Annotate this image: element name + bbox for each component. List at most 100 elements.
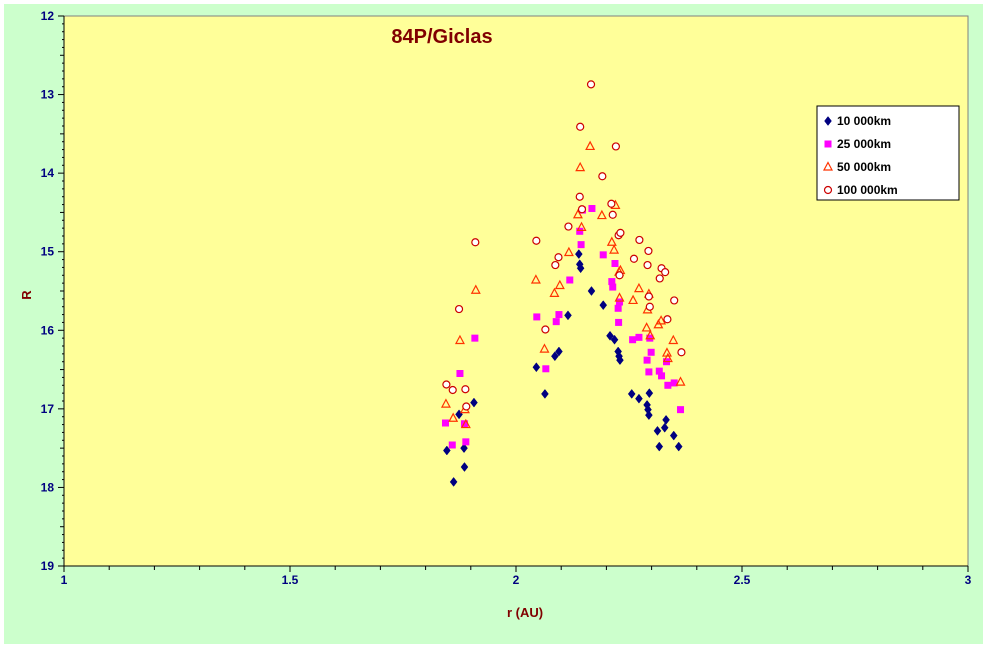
data-points bbox=[440, 80, 686, 487]
data-point bbox=[596, 209, 607, 220]
data-point bbox=[662, 352, 673, 363]
x-tick-label: 2 bbox=[513, 573, 520, 587]
data-point bbox=[575, 161, 586, 172]
data-point bbox=[441, 419, 449, 427]
data-point bbox=[533, 313, 541, 321]
data-point bbox=[549, 287, 560, 297]
data-point bbox=[607, 199, 616, 208]
series-diamond bbox=[443, 249, 683, 487]
data-point bbox=[647, 348, 655, 356]
data-point bbox=[572, 209, 583, 219]
data-point bbox=[635, 333, 643, 341]
data-point bbox=[608, 210, 617, 219]
data-point bbox=[658, 372, 666, 380]
y-tick-label: 18 bbox=[41, 480, 55, 494]
data-point bbox=[609, 283, 617, 291]
data-point bbox=[588, 205, 596, 212]
data-point bbox=[471, 334, 479, 342]
x-tick-label: 1 bbox=[61, 573, 68, 587]
data-point bbox=[599, 300, 608, 311]
data-point bbox=[555, 346, 563, 357]
legend-marker-triangle bbox=[823, 161, 833, 171]
data-point bbox=[616, 298, 624, 306]
data-point bbox=[575, 249, 583, 259]
data-point bbox=[555, 311, 563, 319]
data-point bbox=[664, 381, 672, 389]
data-point bbox=[655, 367, 663, 375]
data-point bbox=[576, 122, 585, 131]
legend-marker-square bbox=[824, 140, 832, 148]
data-point bbox=[674, 441, 683, 452]
data-point bbox=[670, 379, 678, 387]
chart-title: 84P/Giclas bbox=[391, 26, 492, 48]
data-point bbox=[629, 336, 637, 344]
data-point bbox=[551, 351, 559, 362]
data-point bbox=[542, 365, 550, 373]
data-point bbox=[606, 236, 617, 246]
x-tick-label: 1.5 bbox=[282, 573, 299, 587]
data-point bbox=[470, 397, 478, 408]
legend-marker-circle bbox=[823, 185, 833, 195]
data-point bbox=[645, 330, 656, 340]
data-point bbox=[454, 304, 464, 314]
legend-entry: 10 000km bbox=[837, 114, 891, 128]
data-point bbox=[554, 279, 565, 290]
data-point bbox=[577, 241, 585, 249]
data-point bbox=[615, 271, 624, 280]
data-point bbox=[670, 296, 679, 305]
data-point bbox=[576, 263, 585, 274]
data-point bbox=[609, 244, 620, 254]
data-point bbox=[641, 322, 652, 332]
data-point bbox=[614, 292, 625, 302]
x-tick-label: 2.5 bbox=[734, 573, 751, 587]
data-point bbox=[448, 412, 459, 422]
y-tick-label: 17 bbox=[41, 402, 55, 416]
data-point bbox=[646, 334, 654, 342]
data-point bbox=[460, 462, 469, 472]
data-point bbox=[645, 410, 653, 421]
data-point bbox=[532, 236, 541, 245]
data-point bbox=[462, 438, 470, 446]
data-point bbox=[653, 425, 662, 436]
y-tick-label: 16 bbox=[41, 323, 55, 337]
legend-box bbox=[816, 105, 960, 201]
y-tick-label: 19 bbox=[41, 559, 55, 573]
series-circle bbox=[442, 80, 686, 411]
data-point bbox=[627, 389, 636, 399]
data-point bbox=[645, 368, 653, 376]
data-point bbox=[628, 294, 639, 305]
data-point bbox=[442, 380, 451, 389]
data-point bbox=[564, 310, 572, 321]
data-point bbox=[643, 260, 652, 270]
data-point bbox=[655, 441, 664, 452]
y-tick-label: 13 bbox=[41, 88, 55, 102]
data-point bbox=[661, 268, 670, 277]
x-axis-label: r (AU) bbox=[507, 605, 543, 620]
data-point bbox=[530, 274, 541, 284]
data-point bbox=[576, 221, 587, 231]
data-point bbox=[635, 393, 643, 404]
data-point bbox=[606, 330, 614, 341]
y-tick-label: 14 bbox=[41, 166, 55, 180]
data-point bbox=[554, 253, 563, 262]
series-square bbox=[441, 205, 685, 449]
data-point bbox=[532, 362, 541, 373]
data-point bbox=[598, 172, 607, 181]
data-point bbox=[614, 304, 622, 312]
data-point bbox=[586, 80, 596, 89]
y-tick-label: 15 bbox=[41, 245, 55, 259]
data-point bbox=[660, 422, 669, 433]
legend: 10 000km 25 000km 50 000km 100 000km bbox=[816, 105, 960, 201]
data-point bbox=[461, 385, 470, 394]
data-point bbox=[675, 376, 686, 386]
data-point bbox=[663, 315, 672, 324]
y-tick-label: 12 bbox=[41, 9, 55, 23]
data-point bbox=[564, 222, 573, 231]
data-point bbox=[611, 142, 620, 151]
data-point bbox=[563, 246, 574, 257]
data-point bbox=[668, 334, 679, 345]
data-point bbox=[448, 441, 456, 449]
data-point bbox=[662, 414, 670, 425]
data-point bbox=[629, 254, 639, 263]
data-point bbox=[645, 388, 654, 399]
